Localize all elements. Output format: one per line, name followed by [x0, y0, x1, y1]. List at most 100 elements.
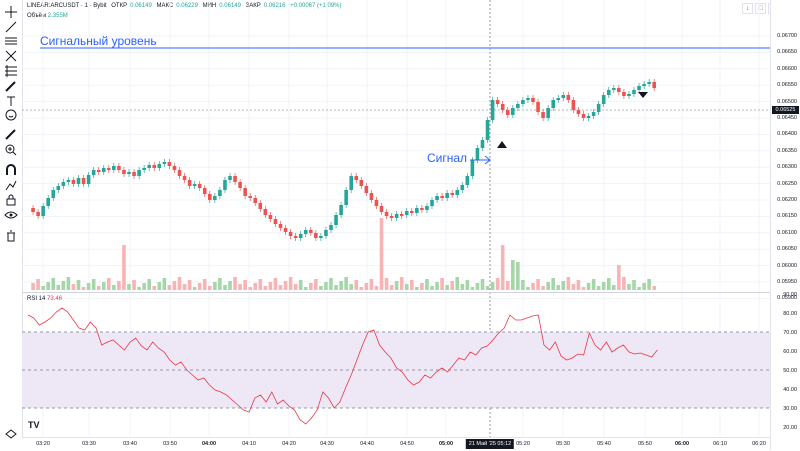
crosshair-icon[interactable]	[4, 5, 18, 19]
volume-bar	[76, 280, 81, 290]
fib-icon[interactable]	[4, 64, 18, 78]
pane-divider[interactable]	[22, 292, 770, 293]
volume-bar	[425, 279, 429, 290]
rsi-tick: 40.00	[783, 387, 797, 393]
lock-icon[interactable]	[4, 193, 18, 207]
price-tick: 0.06400	[777, 131, 797, 138]
candle-body	[566, 95, 571, 100]
trash-icon[interactable]	[4, 229, 18, 243]
candle-body	[177, 170, 182, 176]
candle-body	[278, 224, 283, 228]
horizontal-lines-icon[interactable]	[4, 34, 18, 48]
time-tick: 03:30	[82, 441, 96, 447]
volume-bar	[107, 278, 111, 290]
emoji-icon[interactable]	[4, 108, 18, 122]
candle-body	[536, 102, 540, 112]
signal-level-label: Сигнальный уровень	[40, 34, 157, 48]
rsi-tick: 20.00	[783, 425, 797, 431]
volume-bar	[526, 287, 530, 290]
arrow-down-icon[interactable]: ↓	[742, 3, 753, 14]
time-tick: 06:00	[674, 441, 690, 447]
time-tick: 05:40	[597, 441, 611, 447]
volume-bar	[127, 284, 131, 290]
price-tick: 0.06450	[777, 115, 797, 121]
fullscreen-icon[interactable]: □	[755, 3, 766, 14]
candle-body	[384, 212, 389, 216]
rsi-tick: 70.00	[783, 330, 797, 336]
candle-body	[430, 200, 434, 206]
volume-bar	[324, 282, 328, 290]
candle-body	[576, 110, 581, 114]
volume-bar	[268, 282, 273, 290]
trendline-icon[interactable]	[4, 20, 18, 34]
volume-bar	[147, 279, 151, 290]
candle-body	[107, 168, 111, 170]
time-tick: 04:50	[400, 441, 414, 447]
candle-body	[303, 230, 308, 234]
volume-bar	[309, 283, 313, 290]
candle-body	[51, 190, 56, 198]
zoom-icon[interactable]	[4, 143, 18, 157]
candle-body	[288, 232, 293, 236]
rsi-legend[interactable]: RSI 14 73.46	[27, 296, 62, 302]
change-value: +0.00067 (+1.09%)	[290, 3, 342, 9]
candle-body	[364, 186, 369, 193]
candle-body	[511, 108, 515, 115]
candle-body	[440, 196, 444, 198]
eye-icon[interactable]	[4, 208, 18, 222]
symbol-title[interactable]: LINEAR:ARCUSDT · 1 · Bybit	[27, 3, 107, 9]
ruler-icon[interactable]	[4, 128, 18, 142]
candle-body	[208, 194, 212, 200]
price-axis[interactable]: 0.06525 0.06700 0.06650 0.06600 0.06550 0.06…	[770, 0, 800, 450]
candle-body	[56, 186, 61, 190]
volume-bar	[248, 287, 252, 290]
magnet-icon[interactable]	[4, 163, 18, 177]
price-tick: 0.06200	[777, 197, 797, 203]
text-icon[interactable]	[4, 94, 18, 108]
candle-body	[344, 190, 348, 205]
candle-body	[324, 230, 328, 236]
candle-body	[526, 98, 530, 100]
candle-body	[86, 175, 91, 184]
candle-body	[410, 211, 414, 213]
candle-body	[162, 162, 167, 164]
volume-bar	[162, 278, 167, 290]
volume-bar	[213, 282, 217, 290]
candle-body	[218, 190, 222, 196]
volume-bar	[384, 278, 389, 290]
price-tick: 0.06350	[777, 147, 797, 154]
volume-bar	[51, 278, 56, 290]
candle-body	[495, 100, 500, 104]
volume-bar	[415, 287, 419, 290]
sell-marker-icon	[638, 92, 648, 98]
candle-body	[233, 176, 237, 182]
volume-bar	[243, 280, 247, 290]
volume-bar	[81, 287, 86, 290]
close-value: 0.06216	[263, 3, 286, 9]
candle-body	[425, 206, 429, 210]
pitchfork-icon[interactable]	[4, 49, 18, 63]
candle-body	[546, 108, 550, 118]
chart-area[interactable]	[22, 0, 770, 437]
time-axis[interactable]: 21 Май '25 05:12 03:20 03:30 03:40 03:50 04:…	[22, 437, 770, 451]
volume-bar	[561, 281, 566, 290]
volume-bar	[208, 286, 212, 290]
candle-body	[268, 215, 273, 219]
lock-drawing-icon[interactable]	[4, 178, 18, 192]
candle-body	[551, 100, 555, 108]
candle-body	[319, 236, 323, 238]
candle-body	[46, 198, 50, 206]
time-tick: 06:10	[713, 441, 727, 447]
layers-icon[interactable]	[4, 428, 18, 442]
volume-bar	[56, 285, 61, 290]
volume-bar	[298, 280, 303, 290]
price-tick: 0.06600	[777, 65, 797, 72]
time-tick: 05:00	[438, 441, 454, 447]
candle-body	[516, 104, 520, 108]
candle-body	[601, 95, 606, 104]
price-tick: 0.06500	[777, 98, 797, 105]
candle-body	[223, 180, 227, 190]
brush-icon[interactable]	[4, 79, 18, 93]
candle-body	[556, 98, 561, 100]
volume-legend[interactable]: Объём 2.355M	[27, 13, 68, 19]
